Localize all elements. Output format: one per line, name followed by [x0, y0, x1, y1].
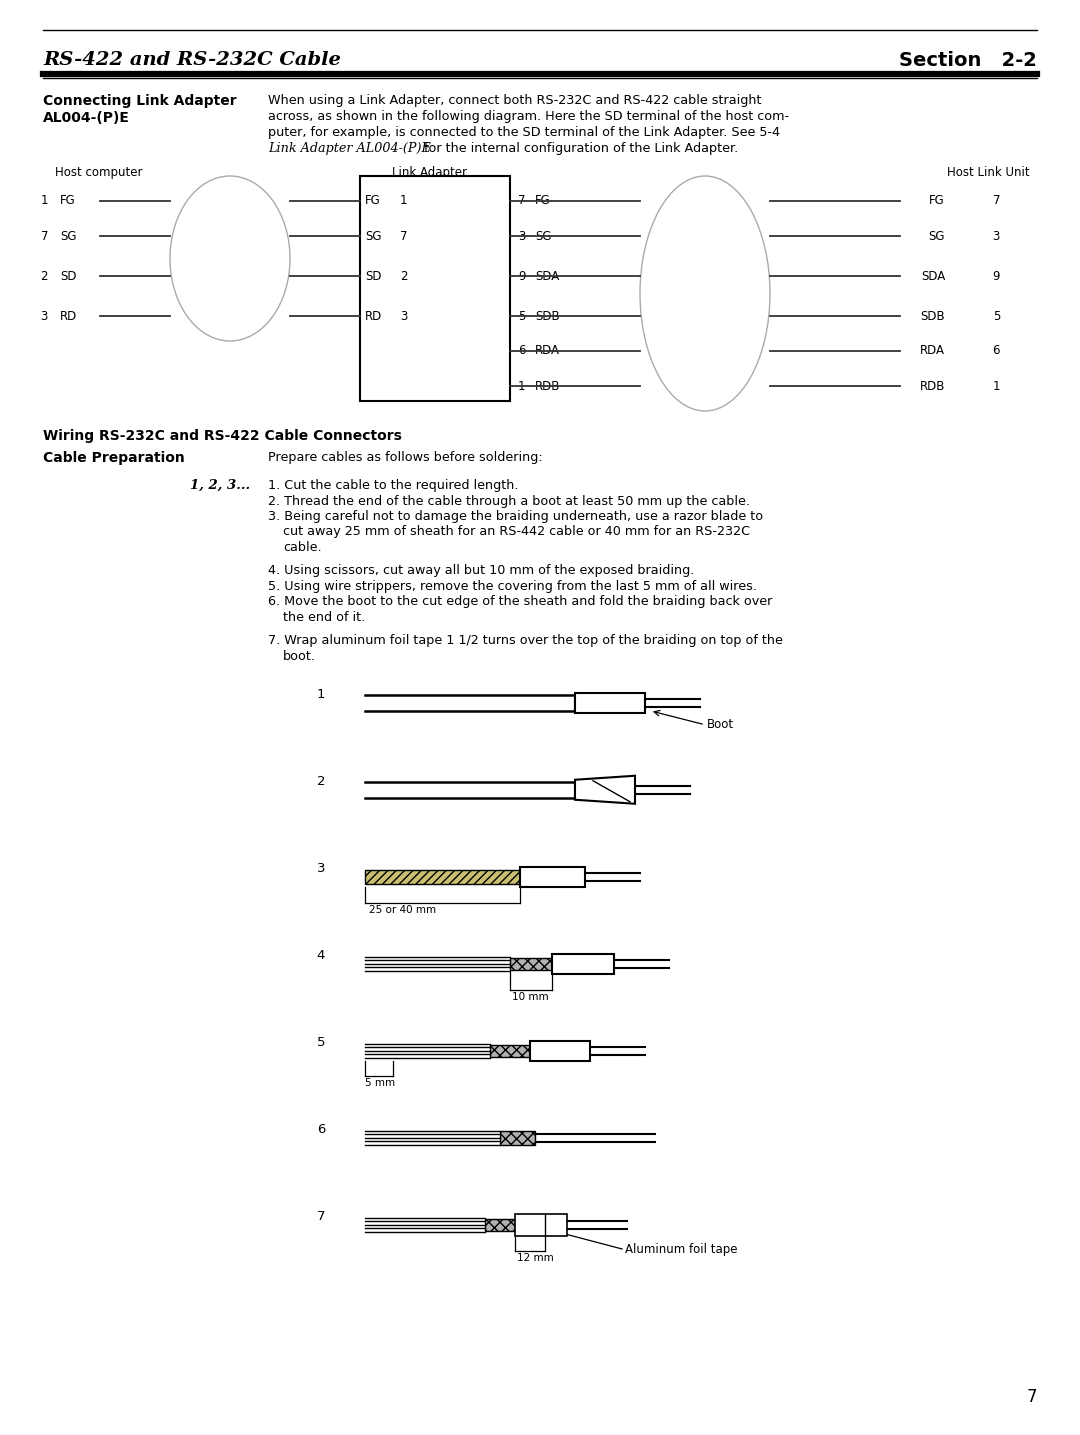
Text: 9: 9	[993, 270, 1000, 283]
Text: 5: 5	[316, 1036, 325, 1049]
Text: 5: 5	[993, 310, 1000, 323]
Text: Wiring RS-232C and RS-422 Cable Connectors: Wiring RS-232C and RS-422 Cable Connecto…	[43, 429, 402, 443]
Text: 4: 4	[316, 949, 325, 963]
Text: RD: RD	[365, 310, 382, 323]
Text: cut away 25 mm of sheath for an RS-442 cable or 40 mm for an RS-232C: cut away 25 mm of sheath for an RS-442 c…	[283, 525, 751, 538]
Text: 2: 2	[400, 270, 407, 283]
Text: FG: FG	[535, 195, 551, 208]
Text: 7: 7	[518, 195, 526, 208]
Text: Host Link Unit: Host Link Unit	[947, 166, 1030, 179]
Text: 1: 1	[400, 195, 407, 208]
Text: FG: FG	[929, 195, 945, 208]
Text: 5 mm: 5 mm	[365, 1078, 395, 1088]
Bar	[519, 867, 585, 887]
Text: RDA: RDA	[920, 344, 945, 357]
Text: Aluminum foil tape: Aluminum foil tape	[625, 1243, 738, 1256]
Text: SDA: SDA	[535, 270, 559, 283]
Text: 7: 7	[316, 1210, 325, 1223]
Text: 1: 1	[993, 379, 1000, 393]
Text: 7: 7	[41, 230, 48, 243]
Text: puter, for example, is connected to the SD terminal of the Link Adapter. See 5-4: puter, for example, is connected to the …	[268, 126, 780, 139]
Text: 7: 7	[400, 230, 407, 243]
Text: FG: FG	[60, 195, 76, 208]
Text: Link Adapter AL004-(P)E: Link Adapter AL004-(P)E	[268, 142, 431, 155]
Text: RD: RD	[60, 310, 78, 323]
Text: AL004-(P)E: AL004-(P)E	[43, 110, 130, 125]
Bar	[490, 1045, 530, 1056]
Text: 3. Being careful not to damage the braiding underneath, use a razor blade to: 3. Being careful not to damage the braid…	[268, 509, 764, 522]
Text: 12 mm: 12 mm	[517, 1253, 554, 1263]
Text: cable.: cable.	[283, 541, 322, 554]
Text: 6: 6	[518, 344, 526, 357]
Text: Section   2-2: Section 2-2	[900, 50, 1037, 69]
Text: 2: 2	[41, 270, 48, 283]
Text: RDA: RDA	[535, 344, 561, 357]
Text: 7: 7	[993, 195, 1000, 208]
Text: Host computer: Host computer	[55, 166, 143, 179]
Text: 3: 3	[993, 230, 1000, 243]
Text: SD: SD	[60, 270, 77, 283]
Text: 1: 1	[518, 379, 526, 393]
Bar	[360, 177, 510, 400]
Bar	[500, 1131, 535, 1145]
Text: 7. Wrap aluminum foil tape 1 1/2 turns over the top of the braiding on top of th: 7. Wrap aluminum foil tape 1 1/2 turns o…	[268, 634, 783, 647]
Text: SDB: SDB	[535, 310, 559, 323]
Text: RS-422 and RS-232C Cable: RS-422 and RS-232C Cable	[43, 52, 341, 69]
Bar	[485, 1218, 515, 1231]
Text: SG: SG	[535, 230, 552, 243]
Text: SG: SG	[365, 230, 381, 243]
Text: 6: 6	[993, 344, 1000, 357]
Text: 25 or 40 mm: 25 or 40 mm	[369, 904, 436, 914]
Text: AL004-(P)E: AL004-(P)E	[397, 181, 462, 194]
Text: 1, 2, 3...: 1, 2, 3...	[190, 479, 251, 492]
Text: Cable Preparation: Cable Preparation	[43, 451, 185, 465]
Text: 7: 7	[1026, 1388, 1037, 1406]
Text: 5: 5	[518, 310, 525, 323]
Text: 1. Cut the cable to the required length.: 1. Cut the cable to the required length.	[268, 479, 518, 492]
Text: SDB: SDB	[920, 310, 945, 323]
Text: across, as shown in the following diagram. Here the SD terminal of the host com-: across, as shown in the following diagra…	[268, 110, 789, 123]
Text: 9: 9	[518, 270, 526, 283]
Text: 1: 1	[316, 689, 325, 702]
Text: boot.: boot.	[283, 650, 316, 663]
Text: 3: 3	[41, 310, 48, 323]
Bar	[510, 957, 552, 970]
Text: for the internal configuration of the Link Adapter.: for the internal configuration of the Li…	[420, 142, 739, 155]
Ellipse shape	[640, 177, 770, 410]
Text: RDB: RDB	[535, 379, 561, 393]
Bar	[515, 1214, 567, 1236]
Text: Link Adapter: Link Adapter	[392, 166, 468, 179]
Text: SG: SG	[60, 230, 77, 243]
Text: Prepare cables as follows before soldering:: Prepare cables as follows before solderi…	[268, 451, 543, 464]
Text: the end of it.: the end of it.	[283, 611, 365, 624]
Text: 1: 1	[41, 195, 48, 208]
Ellipse shape	[170, 177, 291, 342]
Text: SDA: SDA	[921, 270, 945, 283]
Bar	[575, 693, 645, 713]
Text: 3: 3	[518, 230, 525, 243]
Text: When using a Link Adapter, connect both RS-232C and RS-422 cable straight: When using a Link Adapter, connect both …	[268, 95, 761, 108]
Polygon shape	[575, 776, 635, 804]
Text: FG: FG	[365, 195, 381, 208]
Text: RDB: RDB	[920, 379, 945, 393]
Text: 2. Thread the end of the cable through a boot at least 50 mm up the cable.: 2. Thread the end of the cable through a…	[268, 495, 750, 508]
Text: 6. Move the boot to the cut edge of the sheath and fold the braiding back over: 6. Move the boot to the cut edge of the …	[268, 596, 772, 608]
Text: SD: SD	[365, 270, 381, 283]
Text: 10 mm: 10 mm	[512, 992, 549, 1002]
Text: 2: 2	[316, 775, 325, 788]
Text: 4. Using scissors, cut away all but 10 mm of the exposed braiding.: 4. Using scissors, cut away all but 10 m…	[268, 564, 694, 577]
Text: 6: 6	[316, 1124, 325, 1137]
Text: 3: 3	[400, 310, 407, 323]
Text: 3: 3	[316, 862, 325, 875]
Bar	[365, 870, 519, 884]
Text: SG: SG	[929, 230, 945, 243]
Text: Connecting Link Adapter: Connecting Link Adapter	[43, 95, 237, 108]
Text: 5. Using wire strippers, remove the covering from the last 5 mm of all wires.: 5. Using wire strippers, remove the cove…	[268, 580, 757, 593]
Bar	[552, 954, 615, 974]
Bar	[530, 1040, 590, 1060]
Text: Boot: Boot	[707, 719, 734, 732]
